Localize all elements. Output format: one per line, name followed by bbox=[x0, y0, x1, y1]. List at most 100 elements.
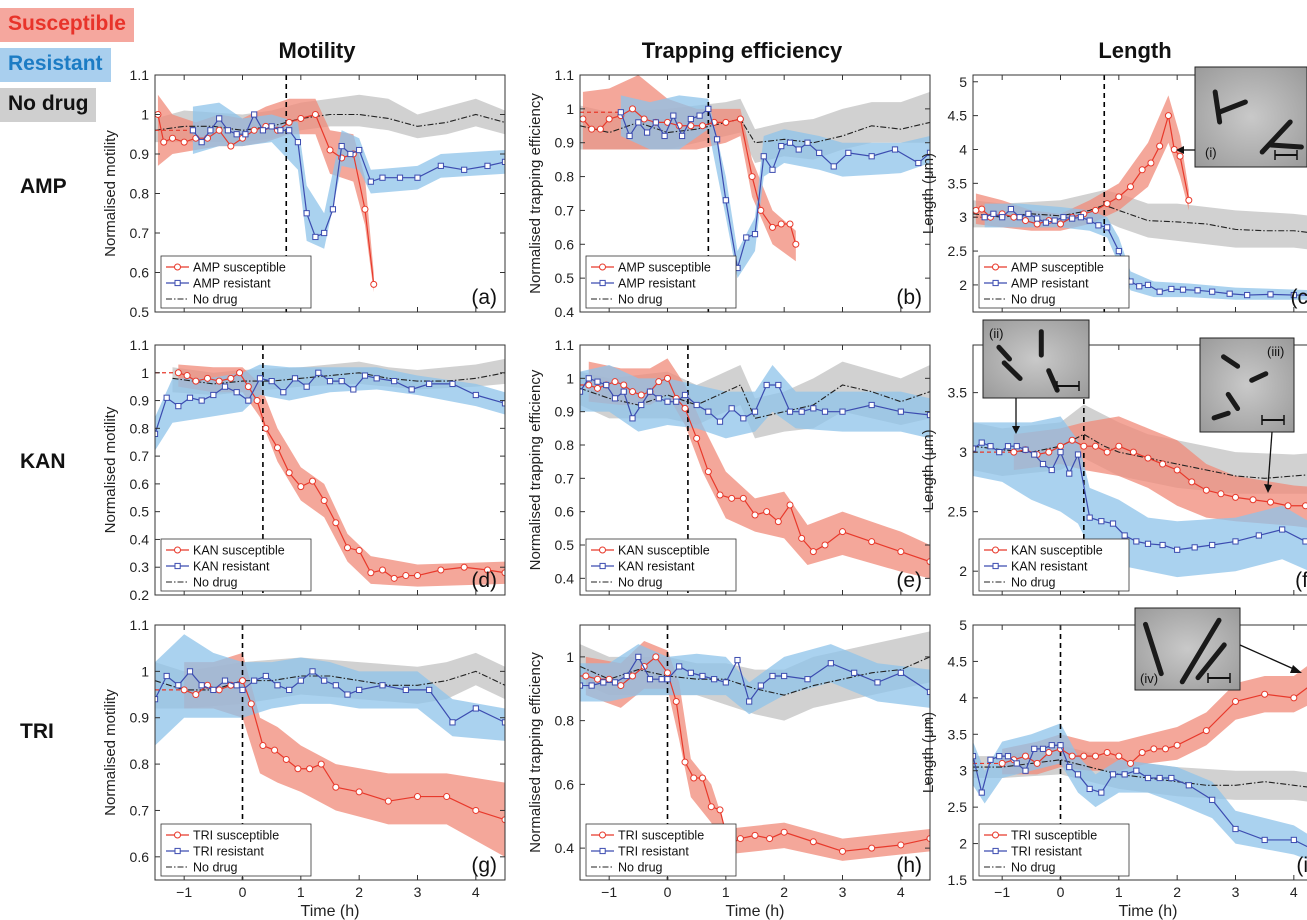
data-point bbox=[329, 206, 337, 213]
legend-marker bbox=[992, 263, 999, 271]
data-point bbox=[816, 149, 823, 156]
data-point bbox=[926, 688, 930, 696]
data-point bbox=[763, 508, 771, 516]
data-point bbox=[285, 118, 293, 126]
data-point bbox=[344, 544, 351, 552]
data-point bbox=[804, 676, 811, 683]
y-tick-label: 4 bbox=[959, 141, 967, 157]
legend-marker bbox=[174, 546, 181, 554]
legend-entry: No drug bbox=[193, 861, 238, 875]
data-point bbox=[1156, 142, 1164, 150]
data-point bbox=[1302, 502, 1307, 510]
x-tick-label: 4 bbox=[472, 884, 480, 900]
data-point bbox=[1098, 518, 1105, 525]
data-point bbox=[664, 669, 671, 677]
data-point bbox=[210, 686, 217, 694]
series-line-no-drug bbox=[973, 204, 1307, 233]
data-point bbox=[722, 197, 729, 204]
data-point bbox=[274, 444, 281, 452]
data-point bbox=[594, 384, 601, 392]
data-point bbox=[1057, 742, 1064, 749]
data-point bbox=[1103, 200, 1111, 208]
data-point bbox=[1170, 145, 1178, 153]
inset-arrowhead bbox=[1290, 665, 1302, 673]
data-point bbox=[736, 115, 744, 123]
bacterium-shape bbox=[1225, 391, 1241, 411]
data-point bbox=[926, 411, 930, 419]
x-tick-label: −1 bbox=[601, 884, 617, 900]
plot-area bbox=[580, 345, 930, 595]
y-tick-label: 0.6 bbox=[130, 265, 150, 281]
data-point bbox=[1007, 205, 1015, 213]
data-point bbox=[620, 388, 627, 395]
data-point bbox=[1209, 541, 1216, 549]
data-point bbox=[437, 566, 445, 574]
data-point bbox=[891, 146, 899, 153]
data-point bbox=[699, 774, 706, 782]
y-tick-label: 1 bbox=[566, 649, 574, 665]
y-tick-label: 0.9 bbox=[555, 404, 575, 420]
data-point bbox=[461, 166, 468, 173]
data-point bbox=[315, 369, 322, 376]
data-point bbox=[681, 391, 689, 399]
legend-entry: No drug bbox=[618, 861, 663, 875]
data-point bbox=[384, 797, 392, 805]
y-tick-label: 0.8 bbox=[130, 756, 150, 772]
data-point bbox=[262, 672, 269, 680]
data-point bbox=[1092, 206, 1099, 214]
data-point bbox=[311, 111, 319, 118]
data-point bbox=[696, 112, 703, 119]
data-point bbox=[1115, 247, 1122, 255]
data-point bbox=[221, 383, 229, 390]
data-point bbox=[321, 677, 328, 684]
data-point bbox=[236, 369, 244, 377]
data-point bbox=[1069, 215, 1076, 222]
data-point bbox=[227, 142, 235, 150]
legend-marker bbox=[599, 279, 606, 287]
data-point bbox=[303, 210, 310, 217]
data-point bbox=[437, 162, 444, 169]
data-point bbox=[588, 682, 595, 689]
data-point bbox=[332, 783, 340, 791]
data-point bbox=[635, 653, 642, 660]
legend-marker bbox=[599, 546, 606, 554]
data-point bbox=[367, 178, 374, 185]
data-point bbox=[1086, 217, 1093, 224]
data-point bbox=[1051, 217, 1058, 224]
data-point bbox=[215, 126, 223, 134]
y-tick-label: 0.5 bbox=[130, 304, 150, 320]
data-point bbox=[786, 139, 794, 146]
data-point bbox=[402, 572, 410, 580]
data-point bbox=[277, 127, 284, 134]
y-tick-label: 4.5 bbox=[948, 108, 968, 124]
data-point bbox=[821, 408, 829, 415]
data-point bbox=[868, 538, 876, 546]
data-point bbox=[175, 403, 182, 410]
data-point bbox=[1077, 214, 1085, 221]
data-point bbox=[999, 214, 1006, 221]
data-point bbox=[582, 672, 590, 680]
data-point bbox=[643, 129, 651, 136]
chart-panel-i: 1.5 2 2.5 3 3.5 4 4.5 5 −1 0 1 2 3 4 Time (h) Length (μ… bbox=[920, 617, 1307, 920]
data-point bbox=[215, 377, 223, 385]
data-point bbox=[690, 774, 698, 782]
data-point bbox=[716, 491, 724, 499]
legend-marker bbox=[992, 831, 999, 839]
legend-marker bbox=[174, 831, 181, 839]
data-point bbox=[845, 149, 852, 156]
bacterium-shape bbox=[1217, 99, 1248, 115]
data-point bbox=[262, 424, 270, 432]
axes-box bbox=[579, 344, 931, 596]
data-point bbox=[996, 753, 1003, 760]
data-point bbox=[303, 383, 310, 390]
data-point bbox=[253, 397, 261, 405]
data-point bbox=[585, 381, 593, 389]
data-point bbox=[355, 547, 363, 555]
series-line-no-drug bbox=[172, 372, 505, 385]
plot-area bbox=[155, 75, 505, 312]
x-tick-label: 2 bbox=[780, 884, 788, 900]
column-title-trapping: Trapping efficiency bbox=[641, 38, 843, 63]
data-point bbox=[868, 401, 875, 409]
legend-entry: No drug bbox=[1011, 576, 1056, 590]
plot-area bbox=[973, 345, 1307, 595]
